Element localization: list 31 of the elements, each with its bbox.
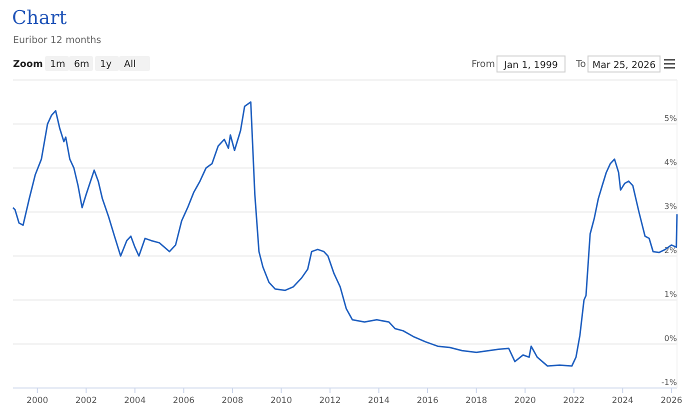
y-tick-label: 1%	[664, 290, 678, 299]
chart-title: Chart	[12, 7, 68, 29]
x-tick-label: 2004	[124, 396, 146, 406]
text: Zoom	[13, 59, 43, 70]
x-tick-label: 2016	[416, 396, 438, 406]
x-tick-label: 2018	[466, 396, 488, 406]
y-tick-label: 5%	[664, 114, 678, 123]
x-tick-label: 2026	[660, 396, 682, 406]
x-tick-label: 2014	[368, 396, 390, 406]
y-tick-label: -1%	[661, 378, 678, 387]
y-tick-label: 3%	[664, 202, 678, 211]
x-tick-label: 2008	[222, 396, 244, 406]
x-tick-label: 2022	[563, 396, 585, 406]
y-tick-label: 0%	[664, 334, 678, 343]
chart-subtitle: Euribor 12 months	[13, 35, 102, 46]
x-tick-label: 2012	[319, 396, 341, 406]
text: 6m	[74, 59, 90, 70]
x-tick-label: 2000	[26, 396, 48, 406]
text: All	[124, 59, 136, 70]
x-tick-label: 2010	[270, 396, 292, 406]
y-tick-label: 4%	[664, 158, 678, 167]
text: To	[574, 59, 586, 70]
x-tick-label: 2002	[75, 396, 97, 406]
x-tick-label: 2006	[172, 396, 195, 406]
x-tick-label: 2024	[612, 396, 634, 406]
text: Jan 1, 1999	[503, 60, 558, 71]
text: Mar 25, 2026	[592, 60, 656, 71]
text: From	[471, 59, 495, 70]
x-tick-label: 2020	[514, 396, 536, 406]
text: 1y	[100, 59, 112, 70]
text: 1m	[50, 59, 66, 70]
